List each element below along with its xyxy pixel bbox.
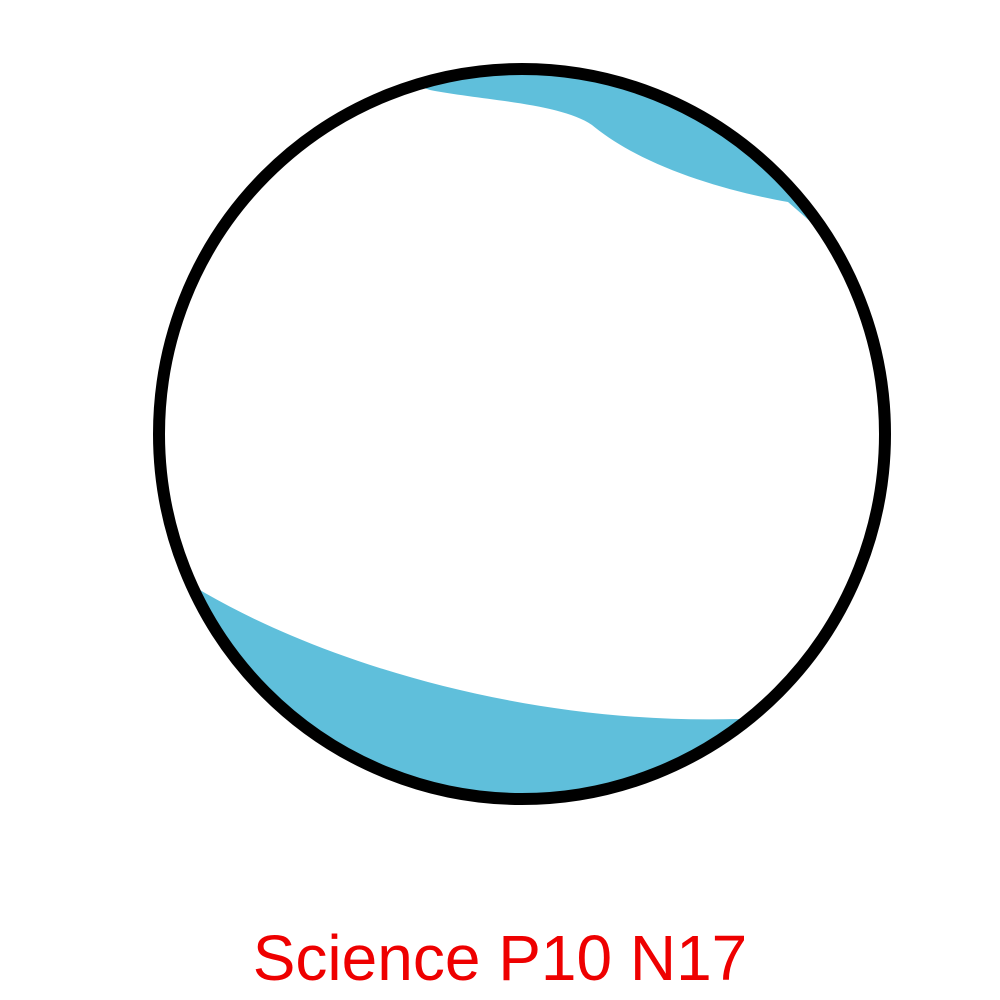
disc-fill [159, 69, 885, 799]
circle-diagram [153, 63, 891, 805]
caption-label: Science P10 N17 [252, 922, 748, 994]
disc-outline [153, 63, 891, 805]
